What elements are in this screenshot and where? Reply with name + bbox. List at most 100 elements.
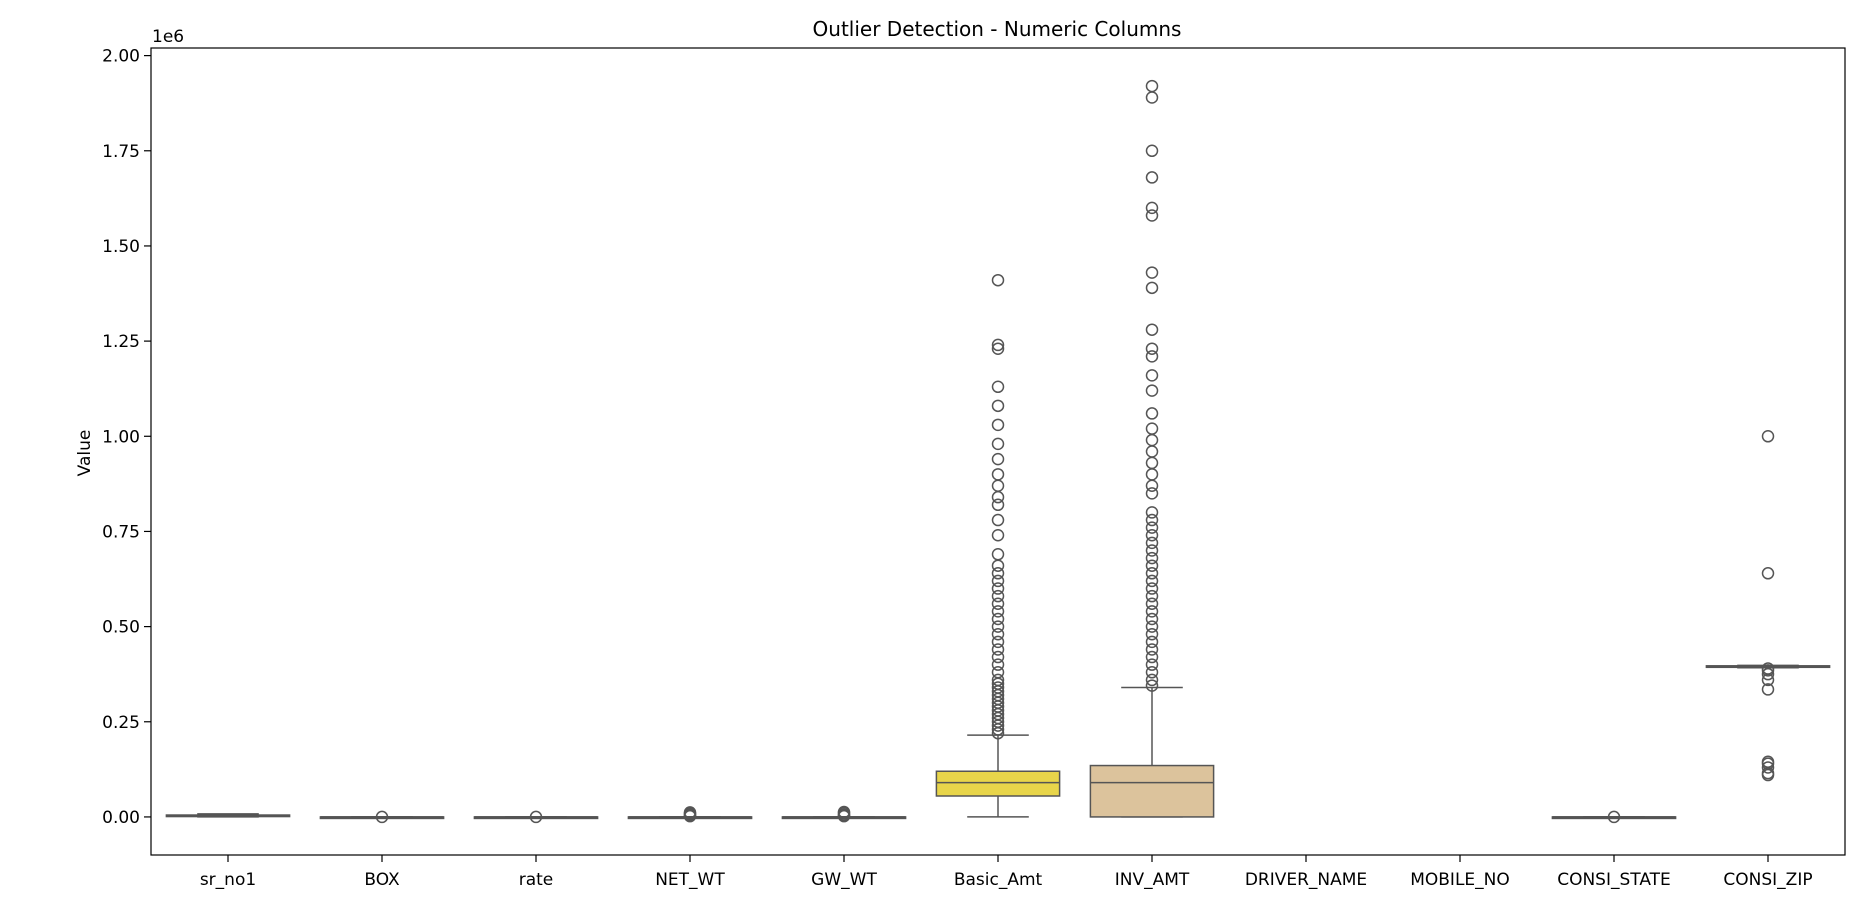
outlier-point <box>1761 430 1775 443</box>
y-tick-label: 1.75 <box>102 142 140 162</box>
outlier-point <box>1145 79 1159 93</box>
outlier-point <box>991 658 1005 671</box>
outlier-point <box>991 513 1005 527</box>
outlier-point <box>991 418 1005 432</box>
x-tick-label: GW_WT <box>811 870 877 890</box>
outlier-point <box>1145 487 1159 500</box>
outlier-point <box>837 809 851 823</box>
outlier-point <box>1145 567 1159 580</box>
outlier-point <box>1145 281 1159 295</box>
x-tick-label: INV_AMT <box>1115 870 1190 890</box>
outlier-point <box>1145 643 1159 656</box>
outlier-point <box>991 399 1005 413</box>
outlier-point <box>1145 201 1159 215</box>
outlier-point <box>991 380 1005 394</box>
outlier-point <box>1145 574 1159 588</box>
y-tick-label: 1.50 <box>102 237 140 257</box>
outlier-point <box>1145 422 1159 435</box>
outlier-point <box>991 589 1005 603</box>
outlier-point <box>1145 620 1159 633</box>
outlier-point <box>991 490 1005 504</box>
outlier-point <box>991 273 1005 287</box>
outlier-point <box>991 597 1005 611</box>
x-tick-label: Basic_Amt <box>954 870 1043 890</box>
outlier-point <box>1145 650 1159 664</box>
outlier-point <box>991 635 1005 649</box>
x-tick-label: BOX <box>364 870 400 890</box>
y-tick-label: 0.00 <box>102 808 140 828</box>
outlier-point <box>1761 667 1775 681</box>
outlier-point <box>991 582 1005 595</box>
box-INV_AMT <box>1089 764 1215 818</box>
box-Basic_Amt <box>935 770 1061 797</box>
outlier-point <box>1145 506 1159 519</box>
outlier-point <box>1145 342 1159 355</box>
outlier-point <box>1761 662 1775 675</box>
outlier-point <box>991 666 1005 679</box>
outlier-point <box>1145 171 1159 184</box>
x-tick-label: rate <box>519 870 554 890</box>
outlier-point <box>991 620 1005 633</box>
outlier-point <box>1145 407 1159 420</box>
plot-frame <box>150 47 1846 856</box>
outlier-point <box>991 338 1005 352</box>
outlier-point <box>1145 635 1159 649</box>
outlier-point <box>1145 144 1159 158</box>
outlier-point <box>991 342 1005 355</box>
outlier-point <box>1145 528 1159 542</box>
x-tick-label: CONSI_STATE <box>1557 870 1671 890</box>
outlier-point <box>1145 612 1159 626</box>
outlier-point <box>1145 456 1159 470</box>
outlier-point <box>991 548 1005 561</box>
outlier-point <box>1145 209 1159 222</box>
outlier-point <box>683 806 697 819</box>
outlier-point <box>991 479 1005 493</box>
outlier-point <box>1761 761 1775 774</box>
outlier-point <box>991 498 1005 512</box>
plot-area: 0.00 0.25 0.50 0.75 1.00 1.25 1.50 1.75 2.00 sr_n… <box>102 47 1831 890</box>
outlier-point <box>1145 679 1159 692</box>
outlier-point <box>1145 266 1159 279</box>
outlier-point <box>991 452 1005 466</box>
outlier-point <box>1761 567 1775 580</box>
outlier-point <box>991 559 1005 572</box>
outlier-point <box>991 468 1005 481</box>
outlier-point <box>1145 536 1159 550</box>
outlier-point <box>991 567 1005 580</box>
outlier-point <box>1145 605 1159 618</box>
outlier-point <box>1145 551 1159 565</box>
x-tick-label: sr_no1 <box>200 870 256 890</box>
outlier-point <box>991 437 1005 451</box>
outlier-point <box>683 809 697 823</box>
outlier-point <box>529 810 543 824</box>
outlier-point <box>991 605 1005 618</box>
outlier-point <box>991 612 1005 626</box>
outlier-point <box>1145 369 1159 382</box>
x-tick-label: CONSI_ZIP <box>1723 870 1812 890</box>
outlier-point <box>991 650 1005 664</box>
chart-title: Outlier Detection - Numeric Columns <box>813 17 1182 41</box>
outlier-point <box>1761 683 1775 696</box>
outlier-point <box>1145 445 1159 458</box>
outlier-point <box>837 805 851 819</box>
outlier-point <box>1145 521 1159 534</box>
outlier-point <box>1145 433 1159 447</box>
outlier-point <box>991 574 1005 588</box>
y-axis-label: Value <box>75 430 95 477</box>
y-tick-label: 1.25 <box>102 332 140 352</box>
outlier-point <box>1145 479 1159 493</box>
outlier-point <box>1145 559 1159 572</box>
outlier-point <box>1145 350 1159 363</box>
y-tick-label: 0.50 <box>102 618 140 638</box>
outlier-point <box>991 643 1005 656</box>
outlier-point <box>1145 666 1159 679</box>
outlier-point <box>991 627 1005 641</box>
outlier-point <box>1145 627 1159 641</box>
outlier-point <box>375 810 389 824</box>
y-tick-label: 0.75 <box>102 522 140 542</box>
outlier-point <box>1145 597 1159 611</box>
x-tick-label: NET_WT <box>655 870 725 890</box>
outlier-point <box>1145 544 1159 557</box>
outlier-point <box>991 673 1005 687</box>
